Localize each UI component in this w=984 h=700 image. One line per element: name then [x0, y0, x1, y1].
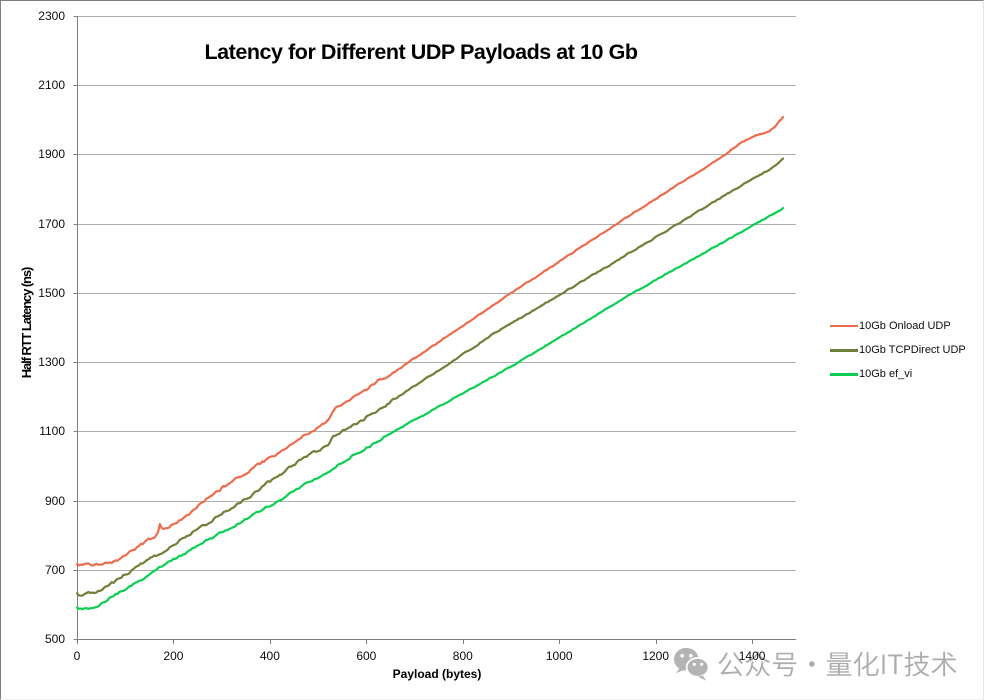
- watermark-glyph: [853, 651, 879, 677]
- watermark-glyph: [773, 652, 797, 677]
- wechat-small-bubble-eye: [692, 662, 696, 666]
- series-lines: [75, 115, 785, 611]
- watermark-glyph: [888, 654, 903, 675]
- watermark-text: [718, 651, 957, 677]
- wechat-small-bubble-tail: [698, 675, 707, 681]
- wechat-icon: [674, 647, 710, 681]
- series-line: [75, 157, 785, 597]
- watermark-glyph: [809, 661, 815, 667]
- wechat-big-bubble-tail: [675, 667, 685, 674]
- watermark-glyph: [904, 651, 930, 677]
- wechat-small-bubble-eye: [700, 662, 704, 666]
- watermark-glyph: [826, 652, 852, 676]
- watermark-glyph: [931, 651, 957, 677]
- axes: [73, 16, 753, 644]
- series-line: [75, 115, 785, 567]
- watermark-glyph: [718, 652, 744, 677]
- watermark-glyph: [882, 654, 885, 675]
- wechat-big-bubble-eye: [689, 654, 693, 658]
- wechat-big-bubble-eye: [680, 654, 684, 658]
- series-line: [75, 207, 785, 611]
- wechat-small-bubble: [685, 657, 710, 678]
- gridlines: [77, 16, 796, 640]
- watermark-glyph: [745, 651, 771, 677]
